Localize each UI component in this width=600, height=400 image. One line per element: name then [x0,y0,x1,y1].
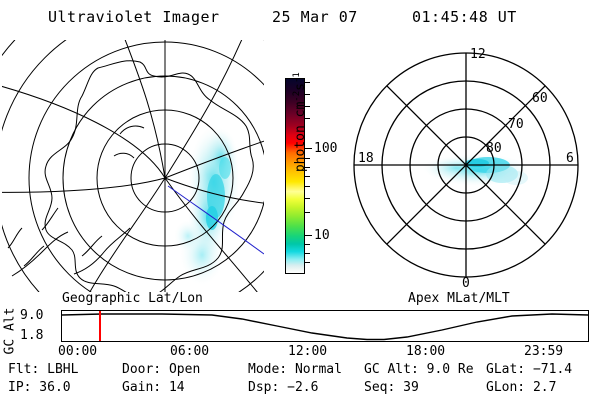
colorbar-tick [304,118,310,119]
colorbar-unit-mid: s [293,83,309,91]
colorbar-label-10: 10 [314,228,330,243]
colorbar-tick [304,94,310,95]
timeline-xtick-4: 23:59 [524,344,564,359]
colorbar-tick [304,167,310,168]
colorbar-unit-main: photon cm [293,101,309,173]
geo-meridian-grid [2,40,264,292]
mlat-label-80: 80 [486,141,502,156]
observation-time: 01:45:48 UT [412,8,517,26]
mlt-dial-svg: 12 18 6 0 60 70 80 [353,47,579,291]
colorbar-gradient [286,79,304,273]
apex-mlat-mlt-panel[interactable]: 12 18 6 0 60 70 80 [336,40,598,292]
status-ip: IP: 36.0 [8,380,71,395]
colorbar-tick [304,244,310,245]
timeline-xtick-3: 18:00 [406,344,446,359]
mlat-label-60: 60 [532,91,548,106]
timeline-xtick-2: 12:00 [288,344,328,359]
timeline-xtick-0: 00:00 [58,344,98,359]
status-readout: Flt: LBHL Door: Open Mode: Normal GC Alt… [0,362,600,400]
mlt-label-6: 6 [566,151,574,166]
status-row-1: Flt: LBHL Door: Open Mode: Normal GC Alt… [0,362,600,380]
antarctica-coastline [7,60,254,292]
timeline-y-axis-label: GC Alt [2,307,18,355]
colorbar-tick [304,106,310,107]
mlt-spokes [354,53,578,277]
timeline-y-tick-top: 9.0 [20,308,44,323]
apex-panel-caption: Apex MLat/MLT [408,291,510,306]
current-time-cursor[interactable] [99,311,101,341]
geographic-map-svg [2,40,264,292]
colorbar-unit-exp2: -1 [291,72,302,84]
timeline-y-axis-text: GC Alt [2,307,18,355]
colorbar-tick [304,212,310,213]
geographic-panel-caption: Geographic Lat/Lon [62,291,203,306]
timeline-plot-box[interactable] [61,310,589,342]
timeline-y-tick-bottom: 1.8 [20,328,44,343]
observation-date: 25 Mar 07 [272,8,358,26]
colorbar-tick [304,82,310,83]
altitude-curve [62,313,588,341]
mlt-aurora-layer [422,154,530,186]
colorbar-tick [304,262,310,263]
status-dsp: Dsp: −2.6 [248,380,319,395]
mlt-label-18: 18 [358,151,374,166]
status-mode: Mode: Normal [248,362,342,377]
geographic-map-panel[interactable] [2,40,264,292]
intensity-colorbar[interactable]: 100 10 photon cm-2s-1 [262,52,338,292]
altitude-curve-svg [62,313,588,341]
status-row-2: IP: 36.0 Gain: 14 Dsp: −2.6 Seq: 39 GLon… [0,380,600,398]
status-gc-altitude: GC Alt: 9.0 Re [364,362,474,377]
status-glon: GLon: 2.7 [486,380,557,395]
mlt-label-12: 12 [470,47,486,62]
mlat-label-70: 70 [508,117,524,132]
status-door-state: Door: Open [122,362,201,377]
status-glat: GLat: −71.4 [486,362,573,377]
timeline-xtick-1: 06:00 [170,344,210,359]
colorbar-label-100: 100 [314,141,338,156]
colorbar-tick [304,158,310,159]
header-bar: Ultraviolet Imager 25 Mar 07 01:45:48 UT [0,8,600,30]
colorbar-tick-major [304,148,312,149]
instrument-title: Ultraviolet Imager [48,8,220,26]
colorbar-axis-label: photon cm-2s-1 [292,42,308,202]
colorbar-tick [304,176,310,177]
colorbar-tick [304,253,310,254]
spacecraft-altitude-timeline[interactable]: GC Alt 9.0 1.8 00:00 06:00 12:00 18:00 2… [0,302,600,360]
colorbar-tick [304,186,310,187]
colorbar-unit-exp1: -2 [291,90,302,102]
mlt-label-0: 0 [462,276,470,291]
colorbar-tick [304,198,310,199]
terminator-line [167,185,264,255]
status-seq: Seq: 39 [364,380,419,395]
status-gain: Gain: 14 [122,380,185,395]
colorbar-tick-major [304,235,312,236]
status-flight-mode: Flt: LBHL [8,362,79,377]
